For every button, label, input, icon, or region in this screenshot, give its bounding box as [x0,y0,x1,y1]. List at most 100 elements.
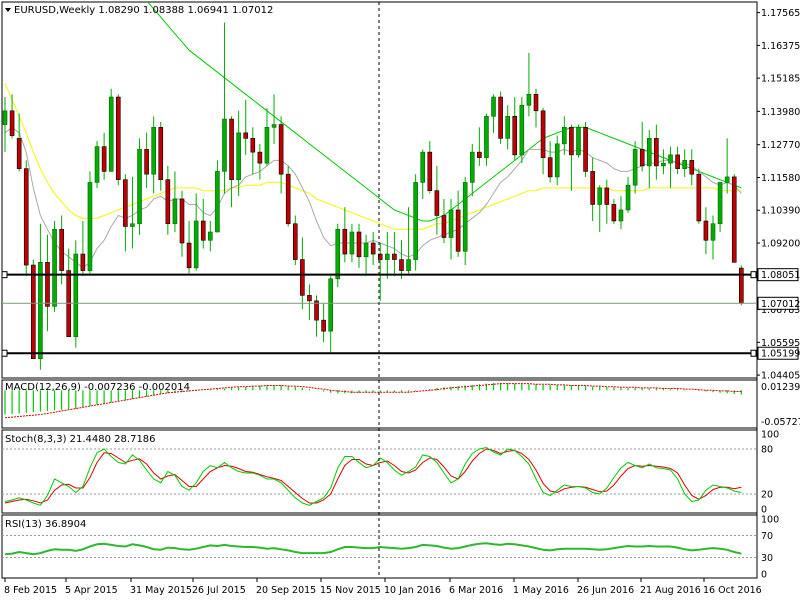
candle[interactable] [441,198,447,244]
candle[interactable] [739,265,744,306]
candle[interactable] [406,207,411,274]
support-handle[interactable] [750,271,757,279]
macd-panel[interactable]: MACD(12,26,9) -0.007236 -0.002014 [4,382,742,419]
candle[interactable] [314,295,319,337]
candle[interactable] [94,141,100,188]
candle[interactable] [632,141,638,194]
collapse-arrow-icon[interactable] [5,8,11,12]
candle[interactable] [703,207,709,255]
candle[interactable] [731,174,737,263]
candle[interactable] [576,124,581,158]
candle[interactable] [583,121,588,177]
candle[interactable] [101,132,107,180]
candle[interactable] [292,215,298,266]
candle[interactable] [547,141,553,183]
candle[interactable] [512,97,518,161]
candle[interactable] [285,165,291,227]
candle[interactable] [689,149,695,186]
candle[interactable] [264,108,270,166]
candle[interactable] [335,223,341,288]
candle[interactable] [540,108,546,175]
candle[interactable] [23,160,29,277]
candle[interactable] [625,176,631,213]
candle[interactable] [349,223,355,263]
candle[interactable] [31,259,36,360]
candle[interactable] [399,240,404,279]
candle[interactable] [724,138,730,194]
candle[interactable] [611,198,617,224]
candle[interactable] [696,168,702,224]
candle[interactable] [675,146,680,175]
candle[interactable] [569,124,574,191]
candle[interactable] [604,179,610,224]
candle[interactable] [413,174,418,271]
candle[interactable] [278,116,284,194]
candle[interactable] [16,113,22,172]
candle[interactable] [562,116,567,155]
candle[interactable] [597,185,603,233]
candle[interactable] [165,165,171,235]
candle[interactable] [328,276,333,354]
candle[interactable] [243,99,249,155]
candle[interactable] [222,22,227,194]
rsi-panel[interactable]: RSI(13) 36.8904 [2,519,757,558]
candle[interactable] [130,176,135,249]
candle[interactable] [484,113,489,166]
candle[interactable] [215,160,220,233]
candle[interactable] [427,141,433,194]
candle[interactable] [491,94,496,133]
candle[interactable] [526,52,532,117]
candle[interactable] [257,143,263,180]
candle[interactable] [200,198,206,249]
candle[interactable] [554,135,560,186]
candle[interactable] [59,215,64,285]
candle[interactable] [519,97,525,164]
candle[interactable] [271,94,277,144]
candle[interactable] [668,146,673,188]
candle[interactable] [52,220,57,312]
candle[interactable] [342,207,348,263]
candle[interactable] [193,193,199,271]
candle[interactable] [717,182,723,233]
candle[interactable] [73,240,79,348]
candle[interactable] [590,157,595,221]
candle[interactable] [505,105,510,150]
candle[interactable] [236,110,241,197]
candle[interactable] [682,149,687,177]
candle[interactable] [710,215,716,260]
candle[interactable] [123,174,128,252]
candle[interactable] [363,234,369,277]
candle[interactable] [108,88,114,172]
candle[interactable] [38,223,43,370]
candle[interactable] [639,121,645,172]
candle[interactable] [307,284,312,321]
candle[interactable] [420,149,426,199]
candle[interactable] [462,176,468,266]
candle[interactable] [377,243,383,301]
candle[interactable] [661,149,666,175]
candle[interactable] [80,220,86,277]
candle[interactable] [115,94,121,186]
candle[interactable] [9,94,15,139]
candle[interactable] [250,127,256,175]
candle[interactable] [455,190,461,257]
candle[interactable] [179,190,185,257]
candle[interactable] [186,220,192,274]
candle[interactable] [321,303,326,343]
candle[interactable] [172,171,178,233]
candle[interactable] [45,234,50,332]
candle[interactable] [2,97,8,153]
candle[interactable] [87,171,93,274]
candle[interactable] [356,223,362,268]
candle[interactable] [392,232,397,277]
support-handle[interactable] [750,349,757,357]
candle[interactable] [646,130,652,188]
candle[interactable] [498,91,503,144]
candle[interactable] [385,232,390,279]
candle[interactable] [229,116,234,208]
support-handle[interactable] [1,349,8,357]
candle[interactable] [533,88,539,128]
candle[interactable] [300,237,305,310]
candle[interactable] [151,116,156,194]
